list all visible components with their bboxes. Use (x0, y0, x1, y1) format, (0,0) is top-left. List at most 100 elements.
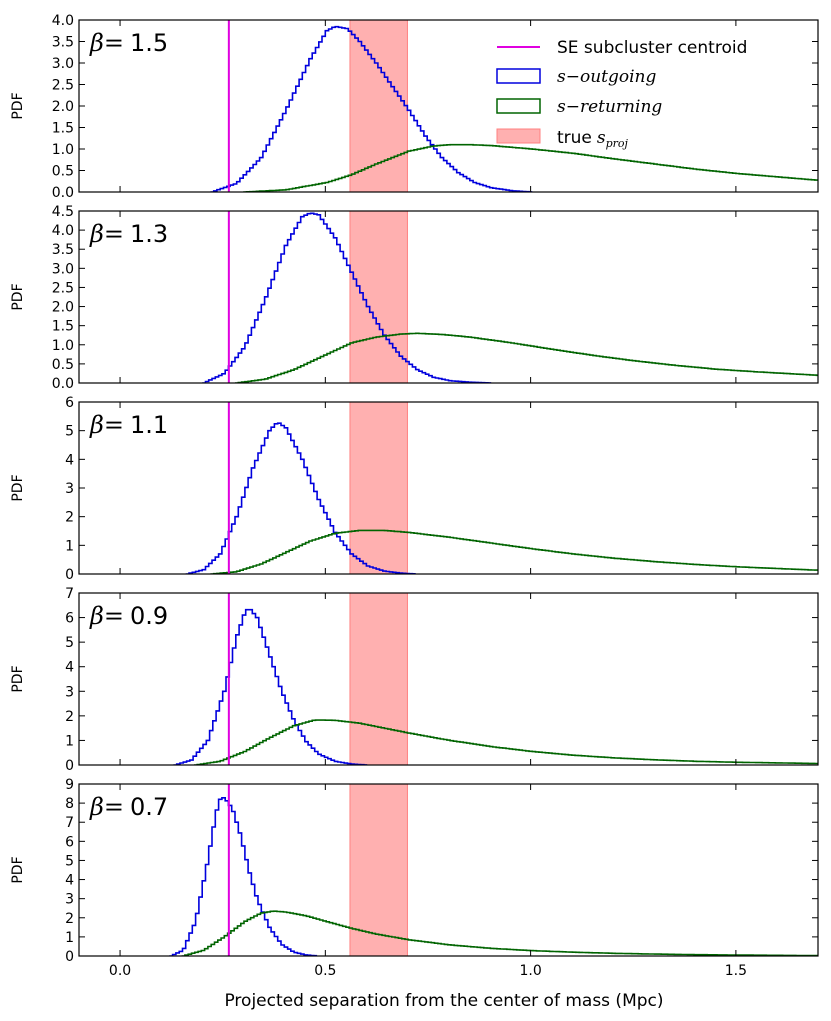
y-tick-label: 3.0 (52, 261, 74, 277)
plot-frame (78, 783, 819, 957)
y-tick-label: 8 (65, 796, 74, 812)
y-tick-label: 0 (65, 567, 74, 583)
y-tick-label: 1 (65, 733, 74, 749)
y-tick-label: 1 (65, 930, 74, 946)
y-tick-label: 2.5 (52, 78, 74, 94)
legend-true-s: s (597, 128, 606, 148)
beta-label: β= 1.3 (89, 220, 168, 248)
legend-true-sub: proj (606, 137, 629, 150)
y-tick-label: 4 (65, 452, 74, 468)
true-sproj-band (349, 210, 408, 384)
y-tick-label: 3.5 (52, 35, 74, 51)
beta-value: 1.1 (130, 411, 168, 439)
plot-frame (78, 210, 819, 384)
panel-beta-1_3: 0.0 0.5 1.0 1.5 2.0 2.5 3.0 3.5 4.0 4.5 PDF β= 1.3 (10, 204, 819, 392)
panel-beta-0_7: 0 1 2 3 4 5 6 7 8 9 0.0 0.5 1.0 1.5 PDF β= 0.7 (10, 777, 819, 979)
y-tick-label: 9 (65, 777, 74, 793)
y-tick-label: 2.0 (52, 99, 74, 115)
legend: SE subcluster centroid s−outgoing s−retu… (496, 38, 747, 150)
y-tick-label: 6 (65, 834, 74, 850)
y-tick-label: 2.5 (52, 280, 74, 296)
x-axis: Projected separation from the center of … (224, 991, 663, 1011)
plot-frame (78, 401, 819, 575)
y-tick-label: 4.0 (52, 223, 74, 239)
outgoing-curve (173, 608, 368, 765)
y-axis-title: PDF (10, 474, 26, 501)
y-tick-label: 0 (65, 949, 74, 965)
y-tick-label: 2 (65, 911, 74, 927)
legend-outgoing-swatch (496, 68, 541, 84)
y-tick-label: 3.5 (52, 242, 74, 258)
outgoing-curve (202, 212, 492, 383)
beta-symbol: β= (89, 220, 124, 248)
returning-curve (181, 910, 818, 956)
y-tick-label: 3 (65, 892, 74, 908)
panel-beta-0_9: 0 1 2 3 4 5 6 7 PDF β= 0.9 (10, 586, 819, 774)
true-sproj-band (349, 592, 408, 766)
y-tick-label: 0.5 (52, 164, 74, 180)
y-tick-label: 3 (65, 481, 74, 497)
y-tick-label: 4 (65, 873, 74, 889)
y-tick-label: 3 (65, 684, 74, 700)
legend-true-sproj-label: true sproj (557, 128, 629, 150)
beta-value: 0.9 (130, 602, 168, 630)
true-sproj-band (349, 401, 408, 575)
beta-symbol: β= (89, 793, 124, 821)
x-tick-label: 1.5 (725, 963, 747, 979)
y-tick-label: 6 (65, 611, 74, 627)
y-tick-label: 3.0 (52, 56, 74, 72)
y-tick-label: 4.0 (52, 13, 74, 29)
y-tick-label: 4 (65, 660, 74, 676)
y-tick-label: 1 (65, 538, 74, 554)
y-tick-label: 2.0 (52, 300, 74, 316)
y-tick-label: 1.0 (52, 142, 74, 158)
plot-frame (78, 592, 819, 766)
outgoing-curve (185, 422, 416, 574)
returning-curve (210, 529, 818, 574)
y-tick-label: 0.5 (52, 357, 74, 373)
returning-curve (235, 332, 818, 383)
beta-value: 0.7 (130, 793, 168, 821)
beta-value: 1.5 (130, 29, 168, 57)
y-tick-label: 2 (65, 510, 74, 526)
outgoing-curve (210, 25, 533, 192)
y-tick-label: 2 (65, 709, 74, 725)
y-tick-label: 1.5 (52, 319, 74, 335)
legend-true-word: true (557, 128, 592, 148)
y-axis-title: PDF (10, 665, 26, 692)
beta-label: β= 0.7 (89, 793, 168, 821)
y-tick-label: 7 (65, 586, 74, 602)
x-tick-label: 0.0 (109, 963, 131, 979)
y-axis-title: PDF (10, 283, 26, 310)
y-tick-label: 7 (65, 815, 74, 831)
y-tick-label: 1.0 (52, 338, 74, 354)
beta-symbol: β= (89, 602, 124, 630)
beta-value: 1.3 (130, 220, 168, 248)
beta-label: β= 1.1 (89, 411, 168, 439)
legend-returning-label: s−returning (557, 97, 662, 117)
beta-label: β= 1.5 (89, 29, 168, 57)
true-sproj-band (349, 19, 408, 193)
x-axis-title: Projected separation from the center of … (224, 991, 663, 1011)
y-tick-label: 0.0 (52, 376, 74, 392)
beta-symbol: β= (89, 411, 124, 439)
beta-label: β= 0.9 (89, 602, 168, 630)
y-axis-title: PDF (10, 856, 26, 883)
returning-curve (243, 143, 818, 192)
true-sproj-band (349, 783, 408, 957)
y-tick-label: 0 (65, 758, 74, 774)
legend-outgoing-label: s−outgoing (557, 67, 656, 87)
y-tick-label: 5 (65, 853, 74, 869)
y-tick-label: 6 (65, 395, 74, 411)
legend-returning-swatch (496, 98, 541, 114)
x-tick-label: 0.5 (314, 963, 336, 979)
y-tick-label: 5 (65, 635, 74, 651)
x-tick-label: 1.0 (519, 963, 541, 979)
y-tick-label: 5 (65, 424, 74, 440)
y-axis-title: PDF (10, 92, 26, 119)
panel-beta-1_1: 0 1 2 3 4 5 6 PDF β= 1.1 (10, 395, 819, 583)
outgoing-curve (169, 797, 318, 956)
